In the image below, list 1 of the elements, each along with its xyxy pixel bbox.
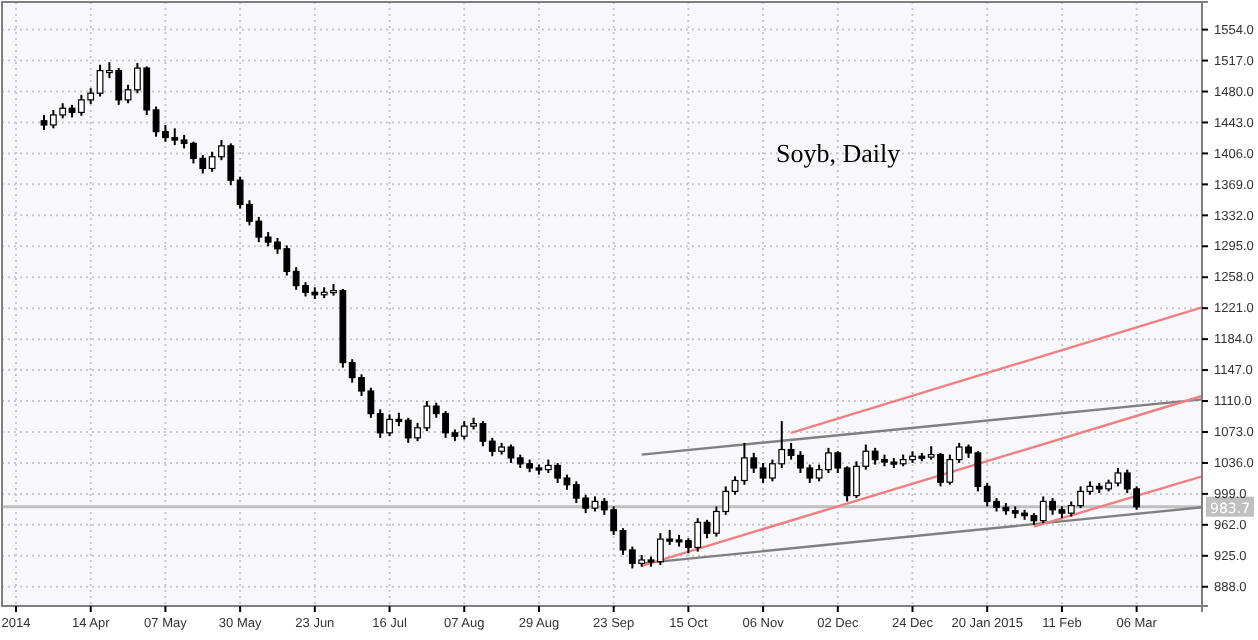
text: Soyb, Daily bbox=[776, 138, 902, 168]
